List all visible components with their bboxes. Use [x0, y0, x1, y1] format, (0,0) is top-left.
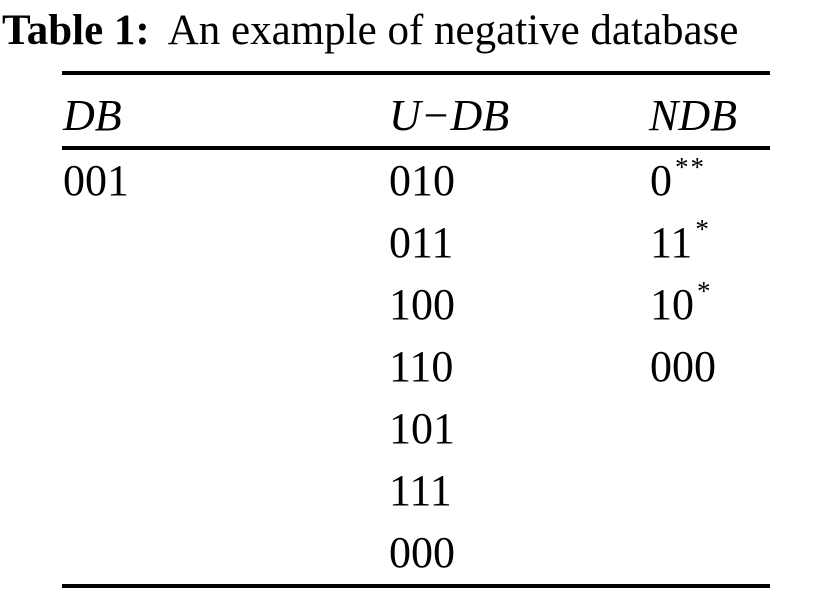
- table-row: 100 10 *: [62, 274, 770, 336]
- table-row: 111: [62, 460, 770, 522]
- cell-db: [62, 460, 388, 522]
- negative-database-table: DB U−DB NDB 001 010 0 ** 011 11 * 100 10 * …: [62, 71, 770, 588]
- cell-ndb: 10 *: [648, 274, 770, 336]
- cell-ndb: 11 *: [648, 212, 770, 274]
- ndb-superscript: *: [697, 276, 713, 306]
- column-header-ndb: NDB: [649, 91, 737, 140]
- cell-udb: 111: [389, 466, 452, 515]
- ndb-value: 10: [650, 280, 694, 329]
- cell-udb: 000: [389, 528, 455, 577]
- table-header-row: DB U−DB NDB: [62, 75, 770, 150]
- cell-db: [62, 274, 388, 336]
- cell-db: [62, 522, 388, 584]
- caption-label: Table 1:: [2, 7, 150, 54]
- table-row: 001 010 0 **: [62, 150, 770, 212]
- table-row: 110 000: [62, 336, 770, 398]
- table-caption: Table 1: An example of negative database: [2, 7, 821, 54]
- ndb-value: 11: [650, 218, 693, 267]
- ndb-superscript: **: [675, 152, 706, 182]
- column-header-udb: U−DB: [389, 91, 510, 140]
- cell-udb: 100: [389, 280, 455, 329]
- caption-text: An example of negative database: [167, 7, 739, 54]
- table-row: 011 11 *: [62, 212, 770, 274]
- cell-ndb: [648, 460, 770, 522]
- table-row: 101: [62, 398, 770, 460]
- cell-udb: 101: [389, 404, 455, 453]
- table-row: 000: [62, 522, 770, 584]
- ndb-superscript: *: [695, 214, 711, 244]
- cell-db: [62, 212, 388, 274]
- cell-db: [62, 336, 388, 398]
- ndb-value: 0: [650, 156, 672, 205]
- cell-db: [62, 398, 388, 460]
- cell-udb: 010: [389, 156, 455, 205]
- cell-ndb: 000: [648, 336, 770, 398]
- column-header-db: DB: [63, 91, 122, 140]
- cell-udb: 110: [389, 342, 454, 391]
- cell-ndb: [648, 398, 770, 460]
- cell-ndb: 0 **: [648, 150, 770, 212]
- cell-udb: 011: [389, 218, 454, 267]
- cell-ndb: [648, 522, 770, 584]
- cell-db: 001: [63, 156, 129, 205]
- ndb-value: 000: [650, 342, 716, 391]
